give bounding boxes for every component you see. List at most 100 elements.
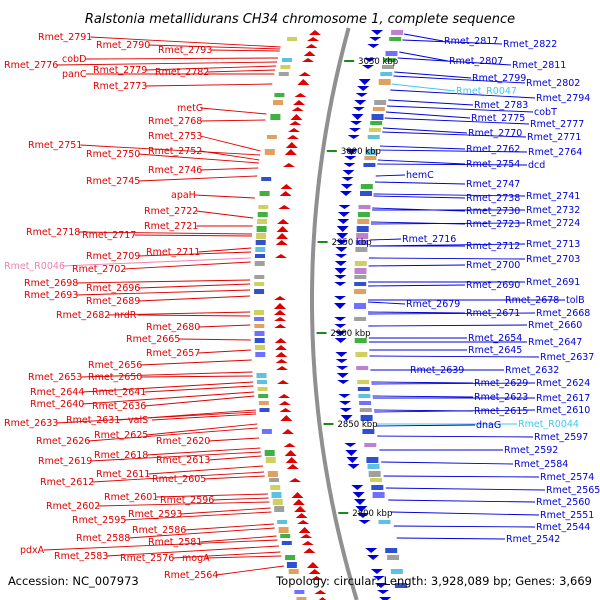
forward-gene-mark xyxy=(279,191,292,196)
reverse-gene-mark xyxy=(334,338,347,343)
label-leader xyxy=(137,314,251,317)
feature-tracks xyxy=(254,27,407,600)
label-leader xyxy=(106,545,279,557)
gene-label-right: Rmet_2679 xyxy=(406,299,460,310)
gene-label-left: Rmet_2776 xyxy=(4,60,58,71)
forward-gene-mark xyxy=(305,44,318,48)
feature-cell xyxy=(259,408,270,412)
forward-gene-mark xyxy=(280,415,293,421)
label-leader xyxy=(402,39,503,45)
gene-label-left: Rmet_2564 xyxy=(164,570,218,581)
label-leader xyxy=(200,535,277,543)
label-leader xyxy=(178,338,251,341)
gene-label-right: Rmet_2542 xyxy=(506,534,560,545)
reverse-gene-mark xyxy=(379,597,392,600)
gene-label-left: Rmet_2612 xyxy=(40,477,94,488)
feature-cell xyxy=(294,590,305,594)
scale-tick-label: 2800 kbp xyxy=(352,509,392,519)
label-leader xyxy=(372,395,474,398)
forward-gene-mark xyxy=(298,527,311,533)
label-leader xyxy=(138,295,251,302)
forward-gene-mark xyxy=(280,184,293,189)
gene-label-left: Rmet_2576 xyxy=(120,553,174,564)
feature-cell xyxy=(258,394,269,398)
gene-label-left: Rmet_2657 xyxy=(146,348,200,359)
reverse-gene-mark xyxy=(352,492,365,498)
gene-label-left: Rmet_2790 xyxy=(96,40,150,51)
feature-cell xyxy=(261,177,272,181)
forward-gene-mark xyxy=(274,317,287,321)
gene-label-right: Rmet_2615 xyxy=(474,406,528,417)
reverse-gene-mark xyxy=(341,177,354,181)
label-leader xyxy=(80,371,253,378)
gene-label-right: Rmet_2617 xyxy=(536,393,590,404)
forward-gene-mark xyxy=(298,72,311,76)
reverse-gene-mark xyxy=(356,513,369,518)
feature-cell xyxy=(372,492,385,498)
label-leader xyxy=(379,149,528,153)
feature-cell xyxy=(370,121,383,125)
feature-cell xyxy=(257,212,268,217)
map-title: Ralstonia metallidurans CH34 chromosome … xyxy=(85,12,515,27)
forward-gene-mark xyxy=(285,457,298,463)
gene-label-left: Rmet_2644 xyxy=(30,387,84,398)
feature-cell xyxy=(266,135,277,139)
feature-cell xyxy=(391,30,404,35)
gene-label-right: Rmet_2775 xyxy=(471,113,525,124)
reverse-gene-mark xyxy=(350,121,363,125)
feature-cell xyxy=(278,527,289,533)
feature-cell xyxy=(374,100,387,105)
reverse-gene-mark xyxy=(335,247,348,252)
forward-gene-mark xyxy=(291,492,304,498)
forward-gene-mark xyxy=(277,219,290,224)
gene-label-left: Rmet_2656 xyxy=(88,360,142,371)
forward-gene-mark xyxy=(274,338,287,343)
label-leader xyxy=(196,210,254,219)
feature-cell xyxy=(360,415,373,421)
forward-gene-mark xyxy=(301,541,314,545)
label-leader xyxy=(146,423,258,436)
reverse-gene-mark xyxy=(352,107,365,111)
label-leader xyxy=(388,499,536,503)
gene-label-left: panC xyxy=(62,69,87,80)
feature-cell xyxy=(380,72,393,76)
feature-cell xyxy=(256,373,267,378)
feature-cell xyxy=(357,212,370,217)
gene-label-right: Rmet_2783 xyxy=(474,100,528,111)
feature-cell xyxy=(354,268,367,274)
label-leader xyxy=(78,231,253,235)
forward-gene-mark xyxy=(289,121,302,125)
reverse-gene-mark xyxy=(340,184,353,189)
reverse-gene-mark xyxy=(347,135,360,139)
reverse-gene-mark xyxy=(354,499,366,505)
label-leader xyxy=(138,283,251,289)
feature-cell xyxy=(254,275,265,279)
gene-label-right: tolB xyxy=(566,295,585,306)
gene-label-left: Rmet_2689 xyxy=(86,296,140,307)
label-leader xyxy=(383,475,540,478)
gene-label-right: Rmet_2713 xyxy=(526,239,580,250)
gene-label-left: Rmet_2611 xyxy=(96,469,150,480)
feature-cell xyxy=(363,163,376,167)
forward-gene-mark xyxy=(310,576,323,580)
forward-gene-mark xyxy=(309,30,321,35)
forward-gene-mark xyxy=(307,37,320,41)
forward-gene-mark xyxy=(274,310,286,315)
label-leader xyxy=(124,511,272,521)
reverse-gene-mark xyxy=(334,324,347,328)
feature-cell xyxy=(387,555,400,560)
gene-label-right: Rmet_2668 xyxy=(536,308,590,319)
feature-cell xyxy=(385,548,398,553)
forward-gene-mark xyxy=(297,79,310,85)
feature-cell xyxy=(368,128,381,132)
feature-cell xyxy=(273,100,283,105)
gene-label-left: Rmet_2625 xyxy=(94,430,148,441)
label-leader xyxy=(212,497,269,501)
feature-cell xyxy=(365,149,378,155)
feature-cell xyxy=(272,499,283,505)
label-leader xyxy=(375,424,476,427)
gene-label-left: Rmet_2698 xyxy=(24,278,78,289)
feature-cell xyxy=(264,149,275,155)
reverse-gene-mark xyxy=(345,149,358,155)
feature-cell xyxy=(360,191,372,196)
